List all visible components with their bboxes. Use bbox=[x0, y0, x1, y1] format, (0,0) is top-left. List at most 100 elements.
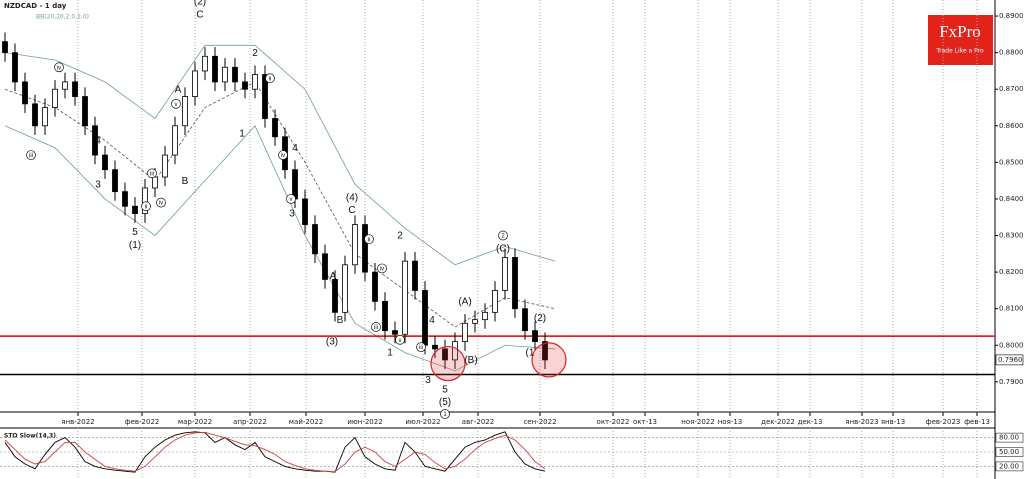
y-tick-label: 0.8900 bbox=[999, 12, 1024, 20]
wave-label: v bbox=[175, 102, 178, 108]
candle-body bbox=[372, 271, 378, 302]
wave-label: iv bbox=[380, 267, 384, 273]
x-tick-label: фев-13 bbox=[964, 418, 990, 426]
band-upper bbox=[4, 44, 556, 266]
last-price-label: 0.7960 bbox=[998, 356, 1023, 364]
candle-body bbox=[132, 205, 138, 214]
wave-label: 1 bbox=[239, 128, 245, 139]
candle-body bbox=[442, 348, 448, 361]
candle-body bbox=[182, 96, 188, 127]
x-tick-label: янв-2022 bbox=[61, 418, 94, 426]
candle-body bbox=[172, 125, 178, 156]
candle-body bbox=[232, 66, 238, 83]
indicator-label: BB(20,20,2.0,2.0) bbox=[36, 14, 89, 21]
annotation-circle bbox=[395, 334, 405, 345]
wave-label: iii bbox=[419, 345, 423, 351]
candle-body bbox=[22, 81, 28, 105]
highlight-circle bbox=[430, 345, 466, 382]
y-tick-label: 0.8300 bbox=[999, 232, 1024, 240]
x-tick-label: авг-2022 bbox=[462, 418, 494, 426]
wave-label: B bbox=[337, 315, 344, 326]
wave-label: (4) bbox=[346, 192, 358, 203]
annotation-circle bbox=[377, 263, 387, 274]
wave-label: C bbox=[196, 9, 203, 20]
wave-label: A bbox=[330, 271, 337, 282]
candle-body bbox=[42, 107, 48, 127]
candle-body bbox=[122, 191, 128, 207]
x-tick-label: сен-2022 bbox=[523, 418, 556, 426]
candle-body bbox=[322, 253, 328, 280]
candle-body bbox=[332, 279, 338, 313]
candle-body bbox=[412, 260, 418, 291]
candle-body bbox=[162, 154, 168, 178]
wave-label: 2 bbox=[252, 48, 258, 59]
candle-body bbox=[312, 224, 318, 255]
annotation-circle bbox=[371, 322, 381, 332]
wave-label: 1 bbox=[387, 348, 393, 359]
wave-label: (A) bbox=[458, 297, 471, 308]
candle-body bbox=[482, 311, 488, 321]
wave-label: 2 bbox=[397, 231, 403, 242]
candle-body bbox=[252, 74, 258, 90]
x-tick-label: окт-13 bbox=[633, 418, 657, 426]
candle-body bbox=[112, 169, 118, 193]
candle-body bbox=[102, 154, 108, 171]
highlight-circle bbox=[531, 342, 567, 378]
osc-tick-box bbox=[995, 461, 1024, 472]
candle-body bbox=[262, 74, 268, 119]
y-tick-label: 0.7900 bbox=[999, 378, 1024, 386]
annotation-circle bbox=[54, 62, 64, 73]
candle-body bbox=[502, 257, 508, 291]
brand-box bbox=[928, 15, 993, 65]
annotation-circle bbox=[286, 194, 296, 204]
wave-label: (B) bbox=[464, 355, 477, 366]
candle-body bbox=[292, 169, 298, 200]
x-tick-label: мар-2022 bbox=[178, 418, 212, 426]
x-tick-label: ноя-2022 bbox=[681, 418, 714, 426]
candle-body bbox=[462, 322, 468, 343]
annotation-circle bbox=[26, 150, 36, 160]
x-tick-label: апр-2022 bbox=[233, 418, 267, 426]
candle-body bbox=[352, 224, 358, 266]
y-tick-label: 0.8500 bbox=[999, 158, 1024, 166]
annotation-circle bbox=[416, 342, 426, 352]
osc-line bbox=[4, 431, 546, 473]
wave-label: (1) bbox=[129, 240, 141, 251]
wave-label: (2) bbox=[534, 313, 546, 324]
wave-label: 2 bbox=[501, 234, 505, 240]
candle-body bbox=[402, 260, 408, 335]
wave-label: (C) bbox=[496, 243, 510, 254]
candle-body bbox=[362, 224, 368, 273]
wave-label: 3 bbox=[95, 179, 101, 190]
band-lower bbox=[4, 125, 556, 372]
wave-label: C bbox=[348, 205, 355, 216]
oscillator-title: STO Slow(14,3) bbox=[4, 433, 56, 440]
y-tick-label: 0.8200 bbox=[999, 268, 1024, 276]
candle-body bbox=[52, 88, 58, 108]
x-tick-label: май-2022 bbox=[289, 418, 323, 426]
annotation-circle bbox=[498, 230, 508, 241]
annotation-circle bbox=[278, 150, 288, 160]
candle-body bbox=[342, 264, 348, 313]
x-tick-label: ноя-13 bbox=[718, 418, 743, 426]
x-tick-label: фев-2023 bbox=[926, 418, 961, 426]
wave-label: B bbox=[182, 176, 189, 187]
candle-body bbox=[152, 176, 158, 189]
brand-tagline: Trade Like a Pro bbox=[935, 48, 984, 55]
osc-line bbox=[4, 431, 546, 473]
brand-name: FxPro bbox=[939, 22, 981, 41]
wave-label: 4 bbox=[95, 136, 101, 147]
wave-label: (2) bbox=[194, 0, 206, 8]
wave-label: 3 bbox=[425, 375, 431, 386]
candle-body bbox=[522, 308, 528, 332]
candle-body bbox=[512, 257, 518, 310]
candle-body bbox=[272, 118, 278, 138]
wave-label: iv bbox=[281, 153, 285, 159]
wave-label: (1 bbox=[526, 348, 535, 359]
y-tick-label: 0.8700 bbox=[999, 85, 1024, 93]
wave-label: A bbox=[175, 84, 182, 95]
wave-label: 5 bbox=[132, 227, 138, 238]
candle-body bbox=[202, 55, 208, 72]
candle-body bbox=[392, 330, 398, 335]
